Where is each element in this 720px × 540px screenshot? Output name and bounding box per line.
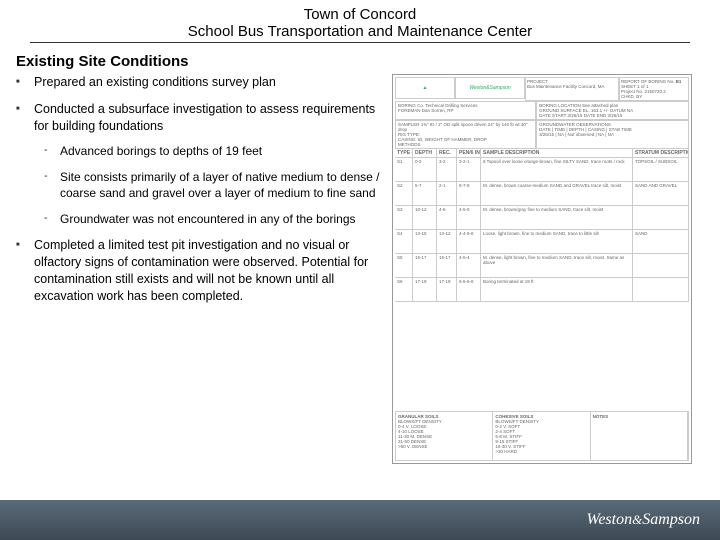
- boring-report: ▲ Weston&Sampson PROJECT Bus Maintenance…: [392, 74, 692, 464]
- value: Bus Maintenance Facility Concord, MA: [527, 84, 605, 89]
- v: Not observed: [567, 132, 594, 137]
- v: NA: [598, 132, 604, 137]
- data-row: S617-1917-196-5-6-6Boring terminated at …: [395, 278, 689, 302]
- sub-bullet: Groundwater was not encountered in any o…: [44, 211, 386, 227]
- slide-header: Town of Concord School Bus Transportatio…: [0, 0, 720, 47]
- col: REC.: [437, 149, 457, 157]
- bullet-text: Completed a limited test pit investigati…: [34, 238, 368, 303]
- val: DATE START 3/26/15 DATE END 3/26/15: [539, 113, 622, 118]
- sampler-block: SAMPLER 1⅜" ID / 2" OD split spoon drive…: [395, 120, 536, 149]
- bullet-item: Conducted a subsurface investigation to …: [16, 101, 386, 228]
- val: SAMPLER 1⅜" ID / 2" OD split spoon drive…: [398, 122, 527, 132]
- val: METHODS: [398, 142, 421, 147]
- report-column: ▲ Weston&Sampson PROJECT Bus Maintenance…: [386, 74, 696, 500]
- section-title: Existing Site Conditions: [0, 47, 720, 74]
- col: TYPE & NO.: [395, 149, 413, 157]
- bullet-text: Prepared an existing conditions survey p…: [34, 75, 276, 89]
- rows: 0-4 V. LOOSE4-10 LOOSE11-30 M. DENSE31-5…: [398, 424, 490, 449]
- footer-bar: Weston&Sampson: [0, 500, 720, 540]
- col: SAMPLE DESCRIPTION: [481, 149, 633, 157]
- sub-bullet: Advanced borings to depths of 19 feet: [44, 143, 386, 159]
- title-line-2: School Bus Transportation and Maintenanc…: [0, 23, 720, 40]
- boring-co-block: BORING Co. Technical Drilling Services F…: [395, 101, 536, 120]
- boring-no: B1: [676, 79, 682, 84]
- chkd: CHKD. BY: [621, 94, 642, 99]
- bullet-item: Completed a limited test pit investigati…: [16, 237, 386, 305]
- title-line-1: Town of Concord: [0, 6, 720, 23]
- col: STRATUM DESCRIPTION: [633, 149, 689, 157]
- v: NA: [608, 132, 614, 137]
- data-row: S10-23-23-2-16 Topsoil over loose orange…: [395, 158, 689, 182]
- data-rows: S10-23-23-2-16 Topsoil over loose orange…: [395, 158, 689, 302]
- title-underline: [30, 42, 690, 43]
- data-row: S310-124-64-5-5M. dense, brown/gray fine…: [395, 206, 689, 230]
- data-row: S413-1513-124-4-5-6Loose, light brown, f…: [395, 230, 689, 254]
- data-row: S515-1715-174-5-4M. dense, light brown, …: [395, 254, 689, 278]
- val: Dan Sorren, RP: [422, 108, 454, 113]
- bullet-text: Conducted a subsurface investigation to …: [34, 102, 375, 133]
- col: DEPTH: [413, 149, 437, 157]
- h: DENSITY: [520, 419, 540, 424]
- report-title-block: REPORT OF BORING No. B1 SHEET 1 of 1 Pro…: [619, 77, 689, 101]
- data-header-row: TYPE & NO. DEPTH REC. PEN/6 IN SAMPLE DE…: [395, 149, 689, 158]
- cohesive-col: COHESIVE SOILS BLOWS/FT DENSITY 0-2 V. S…: [493, 412, 590, 460]
- bullet-column: Prepared an existing conditions survey p…: [16, 74, 386, 500]
- footer-logo: Weston&Sampson: [586, 511, 700, 529]
- granular-col: GRANULAR SOILS BLOWS/FT DENSITY 0-4 V. L…: [396, 412, 493, 460]
- location-block: BORING LOCATION See attached plan GROUND…: [536, 101, 689, 120]
- report-footer-tables: GRANULAR SOILS BLOWS/FT DENSITY 0-4 V. L…: [395, 411, 689, 461]
- label: FOREMAN: [398, 108, 421, 113]
- v: NA: [558, 132, 564, 137]
- title: NOTES: [593, 414, 609, 419]
- report-project-block: PROJECT Bus Maintenance Facility Concord…: [525, 77, 619, 101]
- report-logo-icon: ▲: [395, 77, 455, 99]
- v: 3/26/15: [539, 132, 554, 137]
- rows: 0-2 V. SOFT2-4 SOFT5-8 M. STIFF9-15 STIF…: [495, 424, 587, 454]
- col: PEN/6 IN: [457, 149, 481, 157]
- data-row: S25-72-18-7-8M. dense, brown coarse-medi…: [395, 182, 689, 206]
- sub-bullet: Site consists primarily of a layer of na…: [44, 169, 386, 201]
- report-ws-logo: Weston&Sampson: [455, 77, 525, 99]
- groundwater-block: GROUNDWATER OBSERVATIONS DATE | TIME | D…: [536, 120, 689, 149]
- notes-col: NOTES: [591, 412, 688, 460]
- content-area: Prepared an existing conditions survey p…: [0, 74, 720, 500]
- bullet-item: Prepared an existing conditions survey p…: [16, 74, 386, 91]
